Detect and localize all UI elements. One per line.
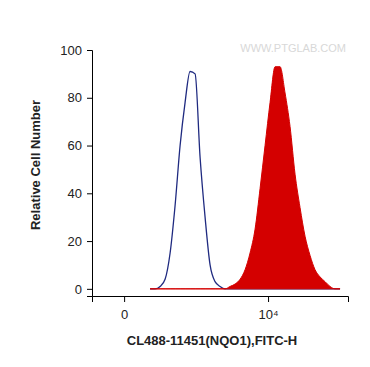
x-tick-label: 10⁴ — [259, 307, 279, 322]
x-tick-mark — [124, 296, 125, 302]
y-tick-mark — [87, 289, 92, 290]
x-tick: 10⁴ — [259, 296, 279, 322]
y-tick: 100 — [60, 43, 92, 58]
histogram-line — [150, 71, 340, 288]
x-tick-label: 0 — [121, 307, 128, 322]
y-tick-label: 80 — [68, 90, 82, 105]
y-tick-label: 60 — [68, 138, 82, 153]
y-tick: 60 — [68, 138, 92, 153]
y-tick-label: 20 — [68, 234, 82, 249]
y-axis: 0 20 40 60 80 100 — [60, 43, 92, 297]
x-axis-title: CL488-11451(NQO1),FITC-H — [127, 333, 298, 348]
chart: WWW.PTGLAB.COM 0 10⁴ 0 20 40 60 80 100 CL488-1145… — [0, 0, 370, 367]
y-tick: 20 — [68, 234, 92, 249]
y-tick-mark — [87, 241, 92, 242]
x-tick-mark — [268, 296, 269, 302]
watermark: WWW.PTGLAB.COM — [240, 42, 346, 54]
y-tick-mark — [87, 146, 92, 147]
y-axis-title: Relative Cell Number — [28, 100, 43, 230]
y-tick-mark — [87, 98, 92, 99]
y-axis-line — [87, 51, 93, 297]
x-tick: 0 — [121, 296, 128, 322]
y-tick-mark — [87, 50, 92, 51]
y-tick: 0 — [75, 281, 92, 296]
y-tick-label: 100 — [60, 43, 82, 58]
y-tick: 80 — [68, 90, 92, 105]
y-tick-mark — [87, 193, 92, 194]
x-axis: 0 10⁴ — [93, 296, 349, 322]
y-tick-label: 40 — [68, 186, 82, 201]
histogram-area — [150, 67, 340, 289]
y-tick-label: 0 — [75, 281, 82, 296]
plot-area — [150, 67, 340, 289]
y-tick: 40 — [68, 186, 92, 201]
x-axis-line — [93, 297, 349, 303]
